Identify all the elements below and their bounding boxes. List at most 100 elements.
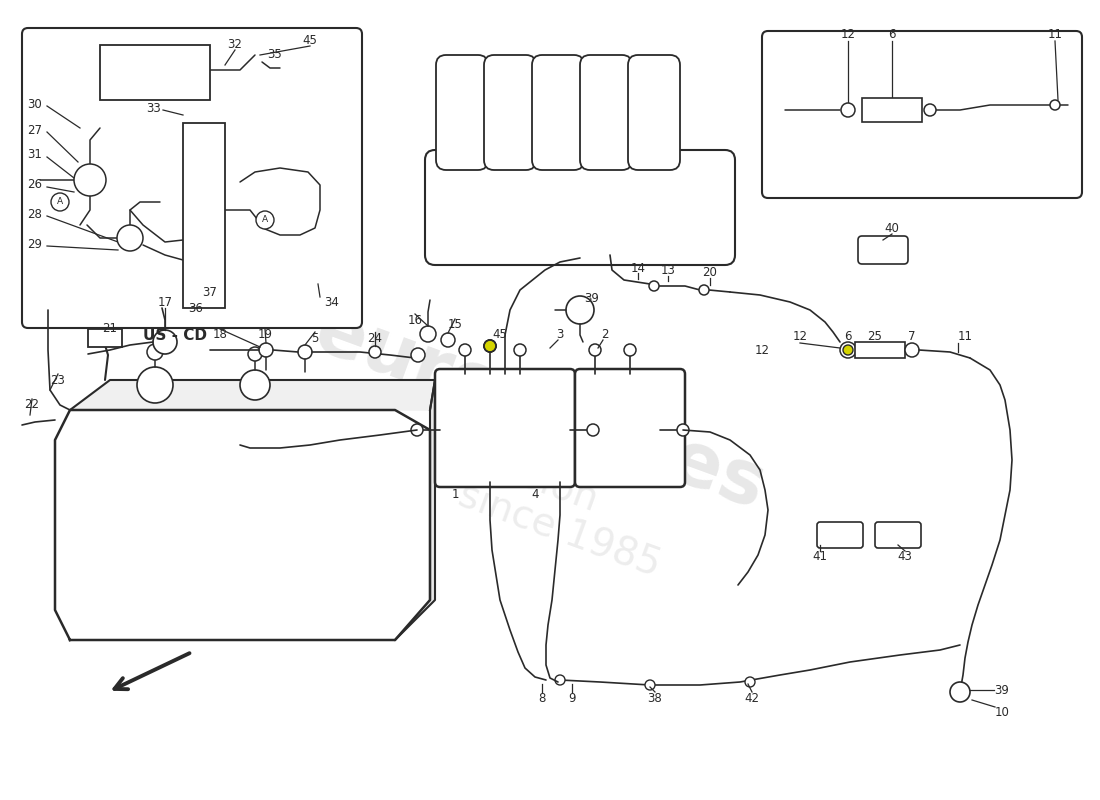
Text: 28: 28: [28, 209, 43, 222]
Bar: [183, 123, 226, 308]
Text: 4: 4: [531, 489, 539, 502]
Circle shape: [411, 424, 424, 436]
Bar: [862, 98, 922, 122]
Circle shape: [566, 296, 594, 324]
Text: 12: 12: [840, 29, 856, 42]
FancyBboxPatch shape: [628, 55, 680, 170]
FancyBboxPatch shape: [434, 369, 575, 487]
Circle shape: [441, 333, 455, 347]
Circle shape: [74, 164, 106, 196]
Circle shape: [624, 344, 636, 356]
Text: 8: 8: [538, 691, 546, 705]
Text: 11: 11: [1047, 29, 1063, 42]
Text: 5: 5: [311, 331, 319, 345]
Text: 40: 40: [884, 222, 900, 234]
Text: 18: 18: [212, 329, 228, 342]
Text: since 1985: since 1985: [453, 476, 667, 584]
FancyBboxPatch shape: [762, 31, 1082, 198]
Text: 9: 9: [569, 691, 575, 705]
Text: 17: 17: [157, 295, 173, 309]
Circle shape: [411, 348, 425, 362]
Text: a passion: a passion: [417, 421, 603, 519]
Text: 38: 38: [648, 691, 662, 705]
Text: 20: 20: [703, 266, 717, 278]
Circle shape: [138, 367, 173, 403]
Text: 45: 45: [493, 327, 507, 341]
Circle shape: [698, 285, 710, 295]
Text: 42: 42: [745, 691, 759, 705]
Text: 23: 23: [51, 374, 65, 386]
FancyBboxPatch shape: [575, 369, 685, 487]
Text: 12: 12: [792, 330, 807, 343]
Bar: [100, 45, 210, 100]
Circle shape: [587, 424, 600, 436]
Circle shape: [240, 370, 270, 400]
FancyBboxPatch shape: [484, 55, 536, 170]
Circle shape: [950, 682, 970, 702]
Text: A: A: [57, 198, 63, 206]
Text: 10: 10: [994, 706, 1010, 718]
Text: 2: 2: [602, 327, 608, 341]
Circle shape: [649, 281, 659, 291]
FancyBboxPatch shape: [425, 150, 735, 265]
Text: 25: 25: [868, 330, 882, 343]
Circle shape: [256, 211, 274, 229]
Text: 27: 27: [28, 123, 43, 137]
Text: 12: 12: [755, 343, 770, 357]
Text: 26: 26: [28, 178, 43, 191]
Polygon shape: [55, 410, 430, 640]
FancyBboxPatch shape: [22, 28, 362, 328]
FancyBboxPatch shape: [532, 55, 584, 170]
Text: eurospares: eurospares: [305, 294, 776, 526]
Text: 33: 33: [146, 102, 162, 114]
FancyBboxPatch shape: [874, 522, 921, 548]
Text: 13: 13: [661, 263, 675, 277]
Text: 19: 19: [257, 329, 273, 342]
Circle shape: [484, 340, 496, 352]
Polygon shape: [70, 380, 434, 410]
Text: 41: 41: [813, 550, 827, 562]
Bar: [88, 329, 122, 347]
Circle shape: [745, 677, 755, 687]
Polygon shape: [395, 380, 434, 640]
Text: A: A: [262, 215, 268, 225]
Circle shape: [1050, 100, 1060, 110]
Text: 1: 1: [451, 489, 459, 502]
Circle shape: [924, 104, 936, 116]
Circle shape: [840, 342, 856, 358]
Circle shape: [248, 347, 262, 361]
FancyBboxPatch shape: [436, 55, 488, 170]
Text: 34: 34: [324, 295, 340, 309]
Text: 39: 39: [994, 683, 1010, 697]
Text: 21: 21: [102, 322, 118, 334]
Text: 29: 29: [28, 238, 43, 251]
Text: 24: 24: [367, 331, 383, 345]
Circle shape: [117, 225, 143, 251]
Circle shape: [258, 343, 273, 357]
Text: 37: 37: [202, 286, 218, 298]
Circle shape: [588, 344, 601, 356]
Text: 31: 31: [28, 149, 43, 162]
Circle shape: [556, 675, 565, 685]
Text: 3: 3: [557, 327, 563, 341]
Text: 11: 11: [957, 330, 972, 343]
Circle shape: [676, 424, 689, 436]
Text: 43: 43: [898, 550, 912, 562]
Text: 32: 32: [228, 38, 242, 51]
Bar: [855, 342, 905, 358]
Text: US - CD: US - CD: [143, 327, 207, 342]
Text: 30: 30: [28, 98, 43, 110]
FancyBboxPatch shape: [817, 522, 864, 548]
Circle shape: [153, 330, 177, 354]
Circle shape: [147, 344, 163, 360]
Circle shape: [459, 344, 471, 356]
FancyBboxPatch shape: [858, 236, 907, 264]
Text: 7: 7: [909, 330, 915, 343]
Circle shape: [484, 340, 496, 352]
Circle shape: [645, 680, 654, 690]
Text: 39: 39: [584, 291, 600, 305]
Circle shape: [51, 193, 69, 211]
Text: 22: 22: [24, 398, 40, 411]
Text: 45: 45: [302, 34, 318, 46]
Circle shape: [420, 326, 436, 342]
